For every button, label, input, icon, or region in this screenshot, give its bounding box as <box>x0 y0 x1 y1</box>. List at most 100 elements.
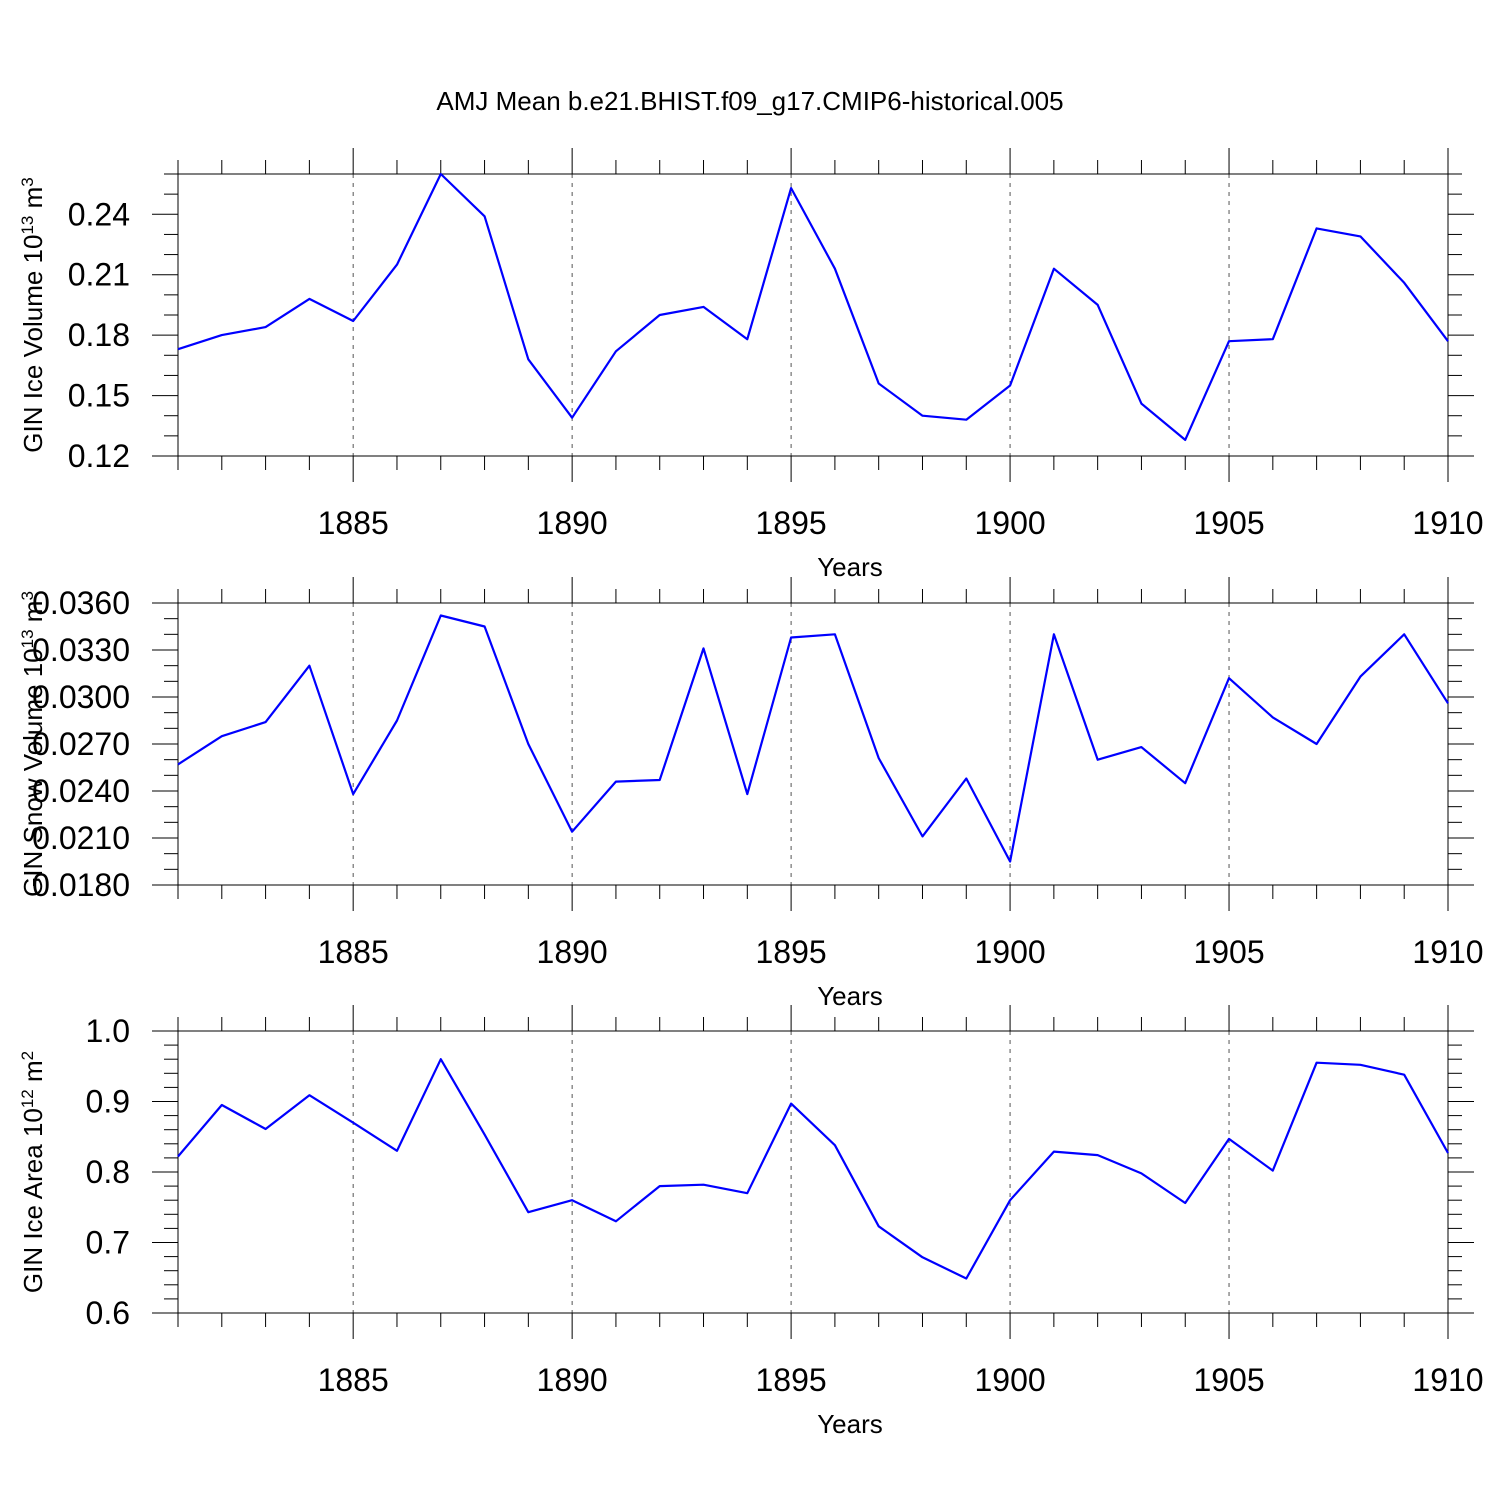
data-point <box>308 1094 310 1096</box>
data-point <box>965 419 967 421</box>
data-point <box>877 757 879 759</box>
data-point <box>483 625 485 627</box>
data-point <box>1009 860 1011 862</box>
data-point <box>1447 1152 1449 1154</box>
data-point <box>1228 340 1230 342</box>
data-point <box>659 1185 661 1187</box>
data-point <box>1140 746 1142 748</box>
data-point <box>921 835 923 837</box>
x-axis-label: Years <box>817 552 883 582</box>
y-tick-label: 0.0300 <box>32 679 130 715</box>
data-point <box>921 415 923 417</box>
x-tick-label: 1890 <box>537 1362 608 1398</box>
plot-frame <box>177 602 1449 886</box>
data-point <box>965 777 967 779</box>
x-tick-label: 1885 <box>318 934 389 970</box>
data-point <box>1228 1138 1230 1140</box>
data-point <box>571 831 573 833</box>
data-point <box>877 1225 879 1227</box>
data-point <box>527 743 529 745</box>
data-point <box>1403 633 1405 635</box>
data-point <box>396 263 398 265</box>
data-point <box>834 1144 836 1146</box>
x-tick-label: 1905 <box>1193 934 1264 970</box>
x-tick-label: 1910 <box>1412 505 1483 541</box>
y-axis-label: GIN Snow Volume 1013 m3 <box>18 591 49 897</box>
data-point <box>1140 1172 1142 1174</box>
data-point <box>1447 340 1449 342</box>
data-point <box>221 334 223 336</box>
y-tick-label: 0.0210 <box>32 820 130 856</box>
x-tick-label: 1900 <box>974 1362 1045 1398</box>
data-point <box>1096 758 1098 760</box>
data-point <box>177 1155 179 1157</box>
data-point <box>440 614 442 616</box>
data-point <box>1272 338 1274 340</box>
data-point <box>1184 782 1186 784</box>
data-point <box>308 298 310 300</box>
data-point <box>702 647 704 649</box>
data-point <box>659 314 661 316</box>
series-line <box>177 172 1449 441</box>
data-point <box>790 636 792 638</box>
data-point <box>1053 1150 1055 1152</box>
data-point <box>615 350 617 352</box>
data-point <box>440 1058 442 1060</box>
data-point <box>221 1104 223 1106</box>
data-point <box>440 173 442 175</box>
y-tick-label: 0.18 <box>68 317 130 353</box>
x-tick-label: 1895 <box>756 934 827 970</box>
y-axis-label: GIN Ice Volume 1013 m3 <box>18 177 49 453</box>
data-point <box>483 215 485 217</box>
x-tick-label: 1895 <box>756 1362 827 1398</box>
data-point <box>352 320 354 322</box>
data-point <box>1359 675 1361 677</box>
data-point <box>1009 1199 1011 1201</box>
panel-1: 1885 1890 1895 1900 1905 1910 Years 0.12 0.15 0.1… <box>18 148 1484 582</box>
data-point <box>571 1199 573 1201</box>
data-point <box>746 338 748 340</box>
data-point <box>1272 1169 1274 1171</box>
data-point <box>177 348 179 350</box>
y-tick-label: 0.24 <box>68 196 130 232</box>
plot-frame <box>177 1030 1449 1314</box>
data-point <box>571 417 573 419</box>
x-tick-label: 1890 <box>537 934 608 970</box>
data-point <box>1096 1154 1098 1156</box>
data-point <box>1053 267 1055 269</box>
y-tick-label: 0.15 <box>68 378 130 414</box>
data-point <box>1403 282 1405 284</box>
panel-3: 1885 1890 1895 1900 1905 1910 Years 0.6 0.7 0.8 0.… <box>18 1005 1484 1439</box>
data-point <box>1184 1202 1186 1204</box>
y-tick-label: 0.0360 <box>32 585 130 621</box>
data-point <box>1140 402 1142 404</box>
data-point <box>1359 1064 1361 1066</box>
y-tick-label: 0.7 <box>86 1225 130 1261</box>
series-line <box>177 614 1449 863</box>
y-axis-label: GIN Ice Area 1012 m2 <box>18 1051 49 1293</box>
data-point <box>308 664 310 666</box>
data-point <box>527 358 529 360</box>
data-point <box>352 793 354 795</box>
series-line <box>177 1058 1449 1280</box>
y-tick-label: 0.0180 <box>32 867 130 903</box>
data-point <box>264 721 266 723</box>
data-point <box>264 326 266 328</box>
data-point <box>615 1220 617 1222</box>
data-point <box>702 1183 704 1185</box>
data-point <box>1447 702 1449 704</box>
x-tick-label: 1905 <box>1193 1362 1264 1398</box>
y-tick-label: 0.12 <box>68 438 130 474</box>
x-tick-label: 1900 <box>974 505 1045 541</box>
y-tick-label: 0.0270 <box>32 726 130 762</box>
data-point <box>396 719 398 721</box>
data-point <box>527 1211 529 1213</box>
data-point <box>790 187 792 189</box>
y-tick-label: 0.21 <box>68 257 130 293</box>
data-point <box>702 306 704 308</box>
data-point <box>264 1128 266 1130</box>
data-point <box>965 1277 967 1279</box>
x-tick-label: 1910 <box>1412 1362 1483 1398</box>
plot-frame <box>177 173 1449 457</box>
